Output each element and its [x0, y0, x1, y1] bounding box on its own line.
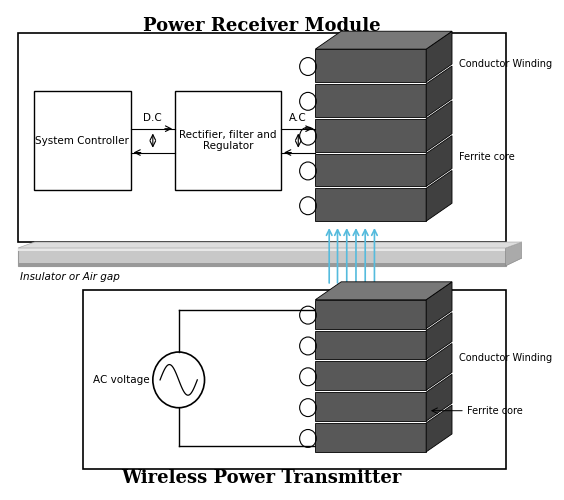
Bar	[315, 330, 426, 360]
Polygon shape	[426, 66, 452, 116]
Text: Conductor Winding: Conductor Winding	[460, 59, 553, 69]
Polygon shape	[426, 344, 452, 390]
Text: Conductor Winding: Conductor Winding	[460, 354, 553, 364]
Polygon shape	[426, 405, 452, 452]
Text: Power Receiver Module: Power Receiver Module	[143, 18, 381, 36]
Bar	[315, 362, 426, 390]
Text: Ferrite core: Ferrite core	[467, 406, 522, 415]
Bar	[315, 392, 426, 421]
Bar	[18, 248, 505, 266]
Bar	[18, 263, 505, 266]
Bar	[175, 91, 281, 190]
Text: Ferrite core: Ferrite core	[460, 152, 515, 162]
Text: D.C: D.C	[143, 112, 162, 122]
Polygon shape	[426, 312, 452, 360]
Polygon shape	[426, 374, 452, 421]
Polygon shape	[426, 282, 452, 329]
Polygon shape	[426, 31, 452, 82]
Bar	[315, 423, 426, 452]
Bar	[83, 290, 505, 469]
Text: Insulator or Air gap: Insulator or Air gap	[20, 272, 120, 282]
Bar	[18, 248, 505, 251]
Polygon shape	[315, 282, 452, 300]
Bar	[315, 188, 426, 221]
Bar	[315, 49, 426, 82]
Bar	[315, 118, 426, 152]
Bar	[18, 33, 505, 242]
Text: Rectifier, filter and
Regulator: Rectifier, filter and Regulator	[179, 130, 277, 152]
Polygon shape	[18, 242, 522, 248]
Polygon shape	[426, 101, 452, 152]
Bar	[34, 91, 131, 190]
Polygon shape	[426, 136, 452, 186]
Polygon shape	[315, 31, 452, 49]
Polygon shape	[426, 170, 452, 221]
Text: Wireless Power Transmitter: Wireless Power Transmitter	[122, 468, 402, 486]
Bar	[315, 154, 426, 186]
Bar	[315, 84, 426, 116]
Polygon shape	[505, 242, 522, 266]
Text: System Controller: System Controller	[35, 136, 129, 145]
Bar	[315, 300, 426, 328]
Text: AC voltage: AC voltage	[92, 375, 149, 385]
Text: A.C: A.C	[289, 112, 307, 122]
